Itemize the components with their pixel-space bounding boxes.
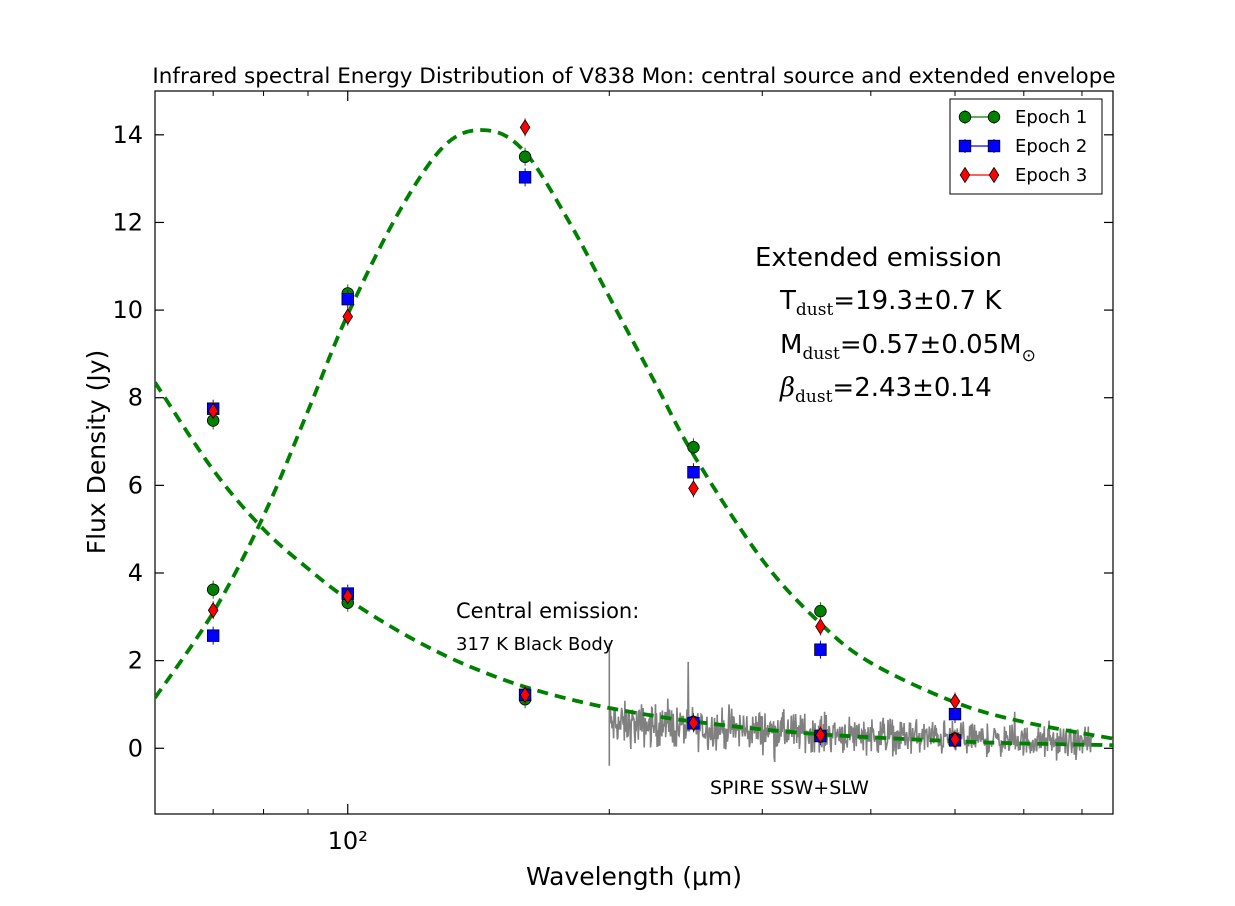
x-axis-label: Wavelength (μm) [526, 862, 742, 891]
m-dust-value: =0.57±0.05M [840, 330, 1022, 360]
data-point-circle [814, 604, 827, 618]
y-tick-label: 12 [112, 208, 143, 236]
m-dust-label: Mdust=0.57±0.05M⊙ [780, 330, 1036, 366]
beta-dust-subscript: dust [795, 387, 833, 407]
data-points [206, 118, 962, 750]
plot-area [154, 90, 1114, 815]
legend-entry: Epoch 1 [958, 107, 1087, 128]
data-point-diamond [949, 693, 961, 710]
extended-annotation: Extended emission Tdust=19.3±0.7 K Mdust… [755, 243, 1036, 407]
data-point-diamond [949, 731, 961, 748]
data-point-diamond [815, 726, 826, 744]
m-dust-subscript: dust [802, 344, 840, 364]
y-tick-label: 4 [128, 559, 143, 587]
t-dust-label: Tdust=19.3±0.7 K [779, 286, 1002, 320]
data-point-square [206, 629, 220, 642]
legend-label: Epoch 3 [1015, 165, 1087, 186]
spire-label: SPIRE SSW+SLW [710, 777, 869, 799]
data-point-square [518, 171, 532, 184]
black-body-label: 317 K Black Body [456, 634, 614, 655]
data-point-circle [687, 441, 700, 454]
data-point-circle [987, 110, 1001, 124]
t-dust-subscript: dust [796, 300, 834, 320]
data-point-diamond [988, 166, 1000, 184]
y-tick-labels: 0 2 4 6 8 10 12 14 [112, 121, 143, 762]
data-point-circle [518, 150, 532, 163]
beta-dust-label: βdust=2.43±0.14 [779, 373, 992, 407]
x-tick-labels: 10² [328, 827, 368, 855]
t-dust-symbol: T [779, 286, 796, 316]
y-axis-label: Flux Density (Jy) [82, 350, 111, 555]
legend-label: Epoch 1 [1015, 107, 1087, 128]
x-tick-label: 10² [328, 827, 368, 855]
data-point-diamond [959, 166, 971, 184]
axis-ticks [155, 91, 1113, 814]
plot-frame [154, 90, 1114, 815]
m-dust-symbol: M [780, 330, 802, 360]
central-annotation: Central emission: 317 K Black Body [456, 599, 639, 655]
data-point-square [814, 643, 827, 656]
data-point-diamond [207, 602, 219, 619]
data-point-circle [958, 110, 972, 124]
data-point-diamond [342, 308, 354, 325]
data-point-diamond [688, 480, 699, 497]
data-point-diamond [519, 119, 531, 136]
y-tick-label: 2 [128, 647, 143, 675]
fit-curve [155, 128, 1113, 741]
legend: Epoch 1 Epoch 2 Epoch 3 [949, 98, 1103, 195]
data-point-square [958, 139, 972, 153]
y-tick-label: 10 [112, 296, 143, 324]
legend-label: Epoch 2 [1015, 136, 1087, 157]
chart-title: Infrared spectral Energy Distribution of… [152, 64, 1115, 89]
t-dust-value: =19.3±0.7 K [833, 286, 1002, 316]
tick-labels: 0 2 4 6 8 10 12 14 10² [112, 121, 367, 855]
y-tick-label: 0 [128, 734, 143, 762]
data-point-square [341, 292, 354, 306]
extended-emission-header: Extended emission [755, 243, 1002, 273]
spire-spectrum [608, 643, 1094, 766]
legend-entry: Epoch 3 [959, 165, 1087, 186]
beta-dust-symbol: β [779, 373, 795, 403]
spectrum-line [608, 643, 1094, 766]
data-point-diamond [342, 587, 354, 605]
data-point-square [687, 466, 700, 479]
data-point-diamond [519, 686, 531, 704]
legend-items: Epoch 1 Epoch 2 Epoch 3 [958, 107, 1087, 186]
y-tick-label: 14 [112, 121, 143, 149]
legend-entry: Epoch 2 [958, 136, 1087, 157]
data-point-square [987, 139, 1001, 153]
y-tick-label: 6 [128, 471, 143, 499]
central-emission-label: Central emission: [456, 599, 639, 623]
beta-dust-value: =2.43±0.14 [832, 373, 991, 403]
solar-mass-symbol: ⊙ [1022, 346, 1036, 366]
y-tick-label: 8 [128, 384, 143, 412]
data-point-diamond [688, 714, 699, 732]
fit-curves [155, 128, 1113, 748]
data-point-diamond [207, 402, 219, 420]
data-point-diamond [815, 618, 826, 635]
data-point-circle [206, 583, 220, 596]
